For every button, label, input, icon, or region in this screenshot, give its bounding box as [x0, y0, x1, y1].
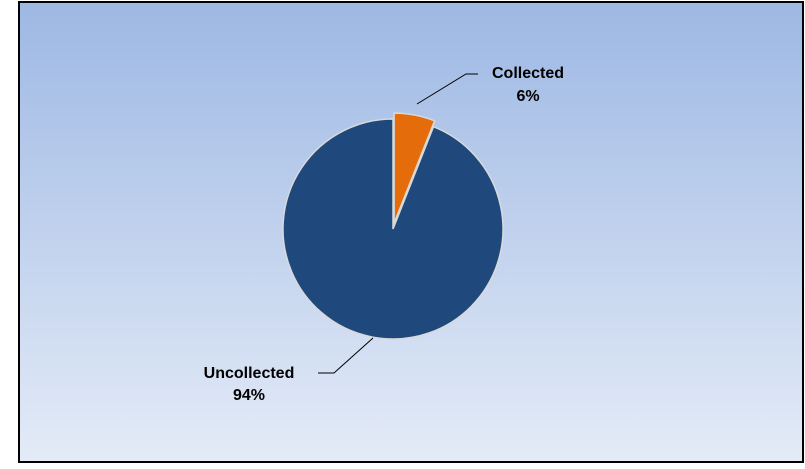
- slice-value-collected: 6%: [516, 88, 539, 105]
- pie-slices: [282, 112, 504, 340]
- slice-label-collected: Collected: [492, 65, 564, 82]
- slice-label-uncollected: Uncollected: [204, 365, 295, 382]
- leader-line-collected: [416, 73, 478, 105]
- pie-slice-uncollected: [282, 118, 504, 340]
- slice-value-uncollected: 94%: [233, 387, 265, 404]
- pie-slice-collected: [393, 112, 436, 224]
- leader-line-uncollected: [318, 337, 374, 374]
